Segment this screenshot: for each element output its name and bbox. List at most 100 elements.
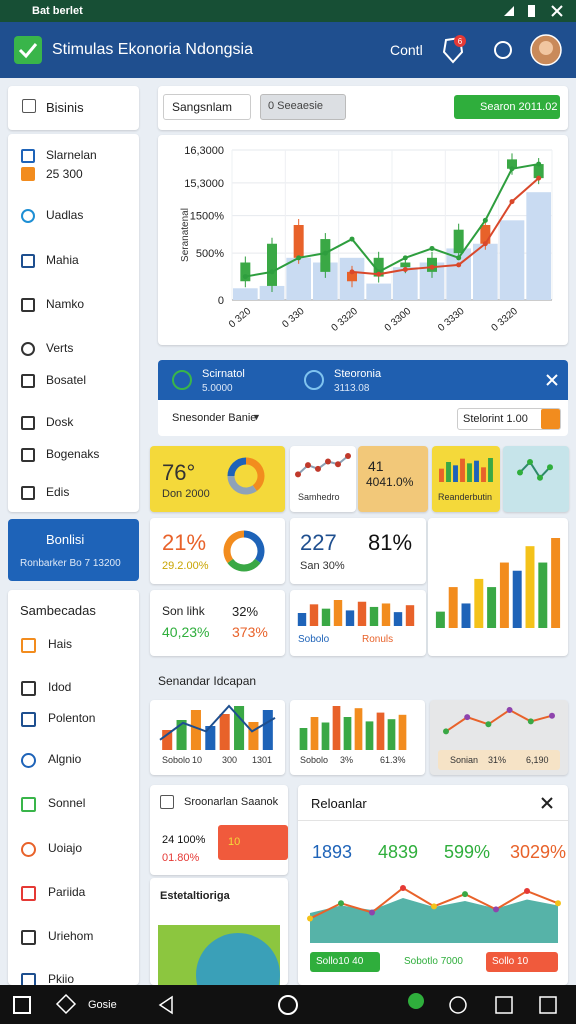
line-dot: [456, 255, 462, 261]
filter-label: 0 Seeaesie: [268, 100, 324, 112]
candle-body: [400, 262, 411, 268]
bar: [393, 612, 403, 626]
filter-input-button[interactable]: [541, 409, 560, 429]
notification-badge: 6: [458, 37, 463, 46]
sidebar-item[interactable]: Bogenaks: [46, 447, 100, 461]
dot: [537, 474, 543, 481]
donut-segment: [227, 475, 257, 495]
dropdown[interactable]: [163, 94, 251, 120]
line-dot: [322, 250, 328, 256]
avatar-face: [539, 41, 553, 55]
filter-chip[interactable]: [260, 94, 346, 120]
panel-button[interactable]: [398, 952, 468, 972]
volume-bar: [286, 257, 311, 300]
bar: [439, 468, 444, 482]
filter-input[interactable]: [457, 408, 561, 430]
candle-body: [453, 229, 464, 254]
sidebar-highlight[interactable]: [8, 519, 139, 581]
sidebar-item[interactable]: Bosatel: [46, 373, 87, 387]
stat-badge: [218, 825, 288, 860]
panel-title: Sroonarlan Saanok: [184, 796, 279, 808]
panel-close: [541, 797, 553, 809]
section-item[interactable]: Uoiajo: [48, 841, 83, 855]
chart-card-label: 3%: [340, 755, 354, 765]
dot: [315, 465, 321, 472]
dot: [527, 718, 534, 725]
section-item[interactable]: Idod: [48, 680, 72, 694]
y-tick-label: 0: [218, 295, 224, 307]
y-axis-title: Seranatenal: [180, 208, 191, 262]
nav-icon: [539, 996, 557, 1014]
stat-label: Son lihk: [162, 604, 205, 618]
bar: [190, 710, 201, 750]
chart-card-label: Ronuls: [362, 634, 394, 645]
sidebar-item[interactable]: Namko: [46, 297, 85, 311]
stat-value: 41: [368, 458, 384, 474]
filter-caret: ▼: [252, 412, 261, 422]
dot: [443, 728, 449, 735]
section-heading: Sambecadas: [20, 603, 96, 618]
section-item[interactable]: Pkiio: [48, 972, 75, 986]
trend-line: [351, 177, 540, 276]
section-item-icon: [21, 842, 36, 857]
bar: [310, 717, 319, 750]
dot: [524, 888, 530, 895]
section-item[interactable]: Algnio: [48, 752, 82, 766]
bar: [446, 462, 451, 482]
candle-body: [533, 164, 544, 179]
sidebar-icon: [22, 99, 36, 113]
y-tick-label: 16,3000: [184, 145, 224, 157]
y-tick-label: 500%: [196, 248, 224, 260]
sidebar-top-label[interactable]: Bisinis: [46, 100, 84, 115]
line-dot: [509, 199, 515, 205]
stat-value: 21%: [162, 530, 207, 555]
stat-sub: 40,23%: [162, 624, 210, 640]
banner: [158, 360, 568, 400]
stat-value: 32%: [232, 604, 259, 619]
stat-value: 227: [300, 530, 337, 555]
section-item-icon: [21, 753, 36, 768]
header-control[interactable]: Contl: [390, 42, 423, 58]
sidebar-section: [8, 590, 139, 985]
bar: [461, 603, 471, 628]
filter-select[interactable]: Snesonder Banie: [172, 412, 257, 424]
nav-label[interactable]: Gosie: [88, 999, 117, 1011]
panel-button[interactable]: [310, 952, 380, 972]
sidebar-item[interactable]: Verts: [46, 341, 74, 355]
dot: [325, 458, 331, 465]
toolbar-button[interactable]: [454, 95, 560, 119]
chart-card-label: 6,190: [526, 755, 549, 765]
sidebar-item-icon: [21, 416, 35, 430]
donut-segment: [227, 558, 261, 572]
sidebar-item[interactable]: Uadlas: [46, 208, 84, 222]
volume-bar: [499, 220, 525, 300]
section-item[interactable]: Hais: [48, 637, 73, 651]
line-dot: [376, 271, 382, 277]
bar: [309, 604, 319, 626]
bar: [321, 608, 331, 626]
panel-button[interactable]: [486, 952, 558, 972]
candle-body: [347, 271, 357, 282]
section-item-icon: [21, 797, 36, 812]
sidebar-item[interactable]: Slarnelan: [46, 148, 97, 162]
section-item[interactable]: Sonnel: [48, 796, 86, 810]
panel-stat: 4839: [378, 842, 419, 862]
bar: [299, 728, 308, 750]
section-item[interactable]: Polenton: [48, 711, 96, 725]
section-item[interactable]: Uriehom: [48, 929, 94, 943]
sidebar-item-icon: [21, 209, 35, 223]
sidebar-item[interactable]: Dosk: [46, 415, 74, 429]
chart-card-label: Sobolo: [298, 634, 330, 645]
sidebar-item[interactable]: Mahia: [46, 253, 79, 267]
bar: [381, 603, 391, 626]
sidebar-item[interactable]: Edis: [46, 485, 70, 499]
chart-card-label: 10: [192, 755, 203, 765]
panel-title: Reloanlar: [311, 796, 367, 811]
chart-card-label: Sonian: [450, 755, 479, 765]
bar: [405, 605, 415, 626]
section-item[interactable]: Pariida: [48, 885, 86, 899]
header: [0, 22, 576, 78]
candle-body: [507, 159, 517, 169]
